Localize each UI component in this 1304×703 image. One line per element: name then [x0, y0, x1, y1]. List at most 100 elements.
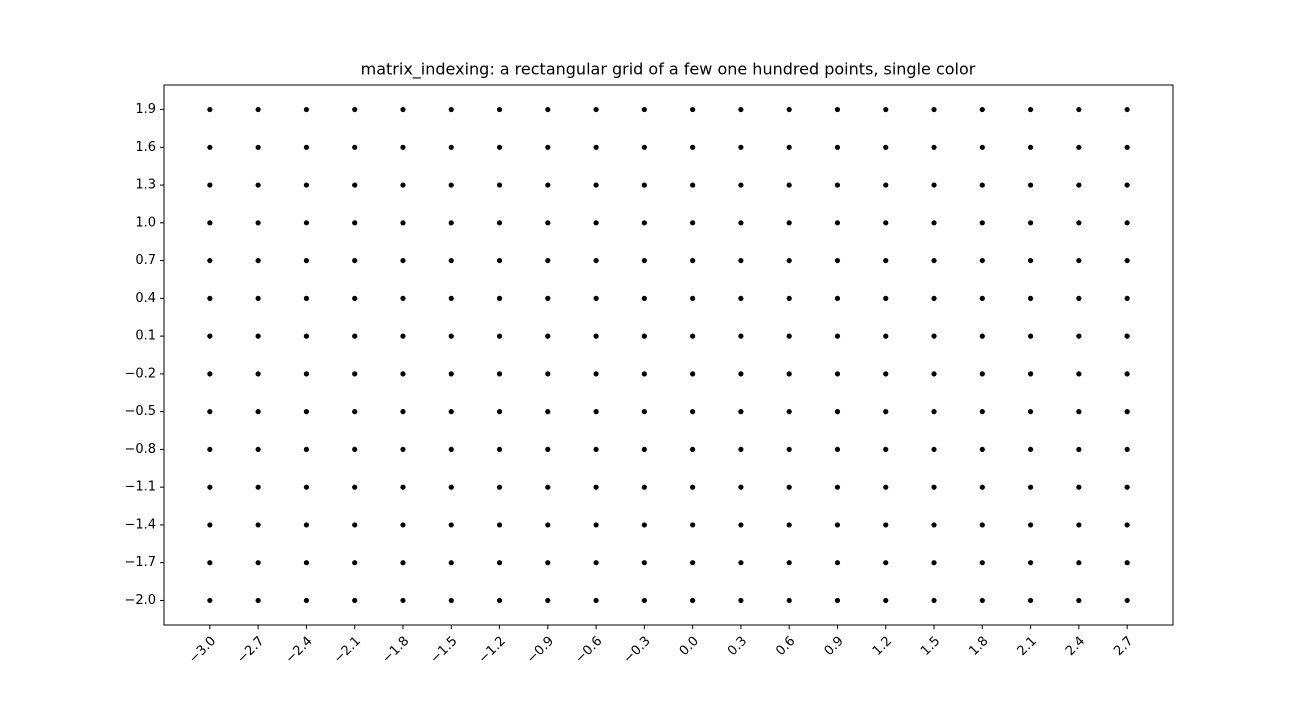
x-tick-label: 2.4: [1063, 634, 1088, 659]
point: [496, 597, 503, 604]
point: [1124, 522, 1130, 528]
point: [1027, 333, 1034, 339]
point: [593, 106, 599, 113]
y-tick-label: 0.1: [135, 329, 156, 344]
point: [738, 446, 744, 453]
point: [641, 333, 647, 339]
y-tick-label: −1.4: [124, 517, 156, 532]
point: [255, 106, 261, 113]
point: [931, 106, 937, 113]
point: [255, 144, 261, 150]
point: [448, 560, 454, 566]
point: [1124, 106, 1130, 113]
point: [545, 409, 551, 415]
point: [448, 409, 454, 415]
point: [352, 182, 358, 188]
point: [979, 484, 985, 490]
point: [593, 220, 599, 226]
point: [786, 333, 792, 339]
point: [738, 220, 744, 226]
point: [303, 144, 310, 150]
point: [1076, 484, 1082, 490]
point: [1124, 144, 1130, 150]
point: [1027, 484, 1034, 490]
point: [448, 106, 454, 113]
x-tick-label: −0.9: [524, 634, 557, 667]
point: [979, 220, 985, 226]
point: [1124, 597, 1130, 604]
y-tick-label: −0.5: [124, 404, 156, 419]
point: [593, 295, 599, 301]
y-tick-label: 1.3: [135, 178, 156, 193]
point: [979, 182, 985, 188]
point: [1124, 257, 1130, 264]
x-tick-label: 2.1: [1015, 634, 1040, 659]
point: [545, 371, 551, 377]
point: [931, 257, 937, 264]
point: [1076, 597, 1082, 604]
point: [979, 446, 985, 453]
point: [1124, 560, 1130, 566]
y-tick-label: 0.7: [135, 253, 156, 268]
point: [545, 560, 551, 566]
point: [834, 522, 841, 528]
point: [352, 257, 358, 264]
point: [931, 446, 937, 453]
point: [931, 333, 937, 339]
point: [1124, 371, 1130, 377]
point: [207, 295, 213, 301]
point: [593, 333, 599, 339]
point: [545, 220, 551, 226]
point: [786, 371, 792, 377]
point: [883, 106, 889, 113]
point: [641, 144, 647, 150]
x-tick-label: −1.5: [428, 634, 461, 667]
point: [593, 560, 599, 566]
point: [641, 182, 647, 188]
point: [303, 333, 310, 339]
point: [448, 144, 454, 150]
x-tick-label: −2.7: [235, 634, 268, 667]
point: [593, 144, 599, 150]
point: [690, 446, 696, 453]
y-tick-label: −1.7: [124, 555, 156, 570]
point: [303, 371, 310, 377]
point: [255, 295, 261, 301]
point: [690, 522, 696, 528]
point: [400, 333, 406, 339]
point: [255, 257, 261, 264]
point: [786, 182, 792, 188]
point: [883, 220, 889, 226]
point: [207, 484, 213, 490]
point: [979, 295, 985, 301]
point: [1124, 220, 1130, 226]
point: [545, 295, 551, 301]
point: [303, 106, 310, 113]
point: [400, 484, 406, 490]
point: [593, 257, 599, 264]
point: [690, 182, 696, 188]
point: [883, 295, 889, 301]
point: [207, 144, 213, 150]
point: [641, 597, 647, 604]
point: [1076, 182, 1082, 188]
point: [207, 446, 213, 453]
point: [255, 522, 261, 528]
point: [545, 144, 551, 150]
point: [641, 409, 647, 415]
point: [641, 257, 647, 264]
point: [931, 484, 937, 490]
point: [786, 484, 792, 490]
point: [1076, 371, 1082, 377]
point: [1027, 371, 1034, 377]
point: [931, 220, 937, 226]
point: [883, 182, 889, 188]
point: [786, 409, 792, 415]
point: [593, 182, 599, 188]
point: [1027, 144, 1034, 150]
point: [931, 371, 937, 377]
point: [786, 597, 792, 604]
point: [1076, 295, 1082, 301]
point: [690, 560, 696, 566]
point: [931, 409, 937, 415]
